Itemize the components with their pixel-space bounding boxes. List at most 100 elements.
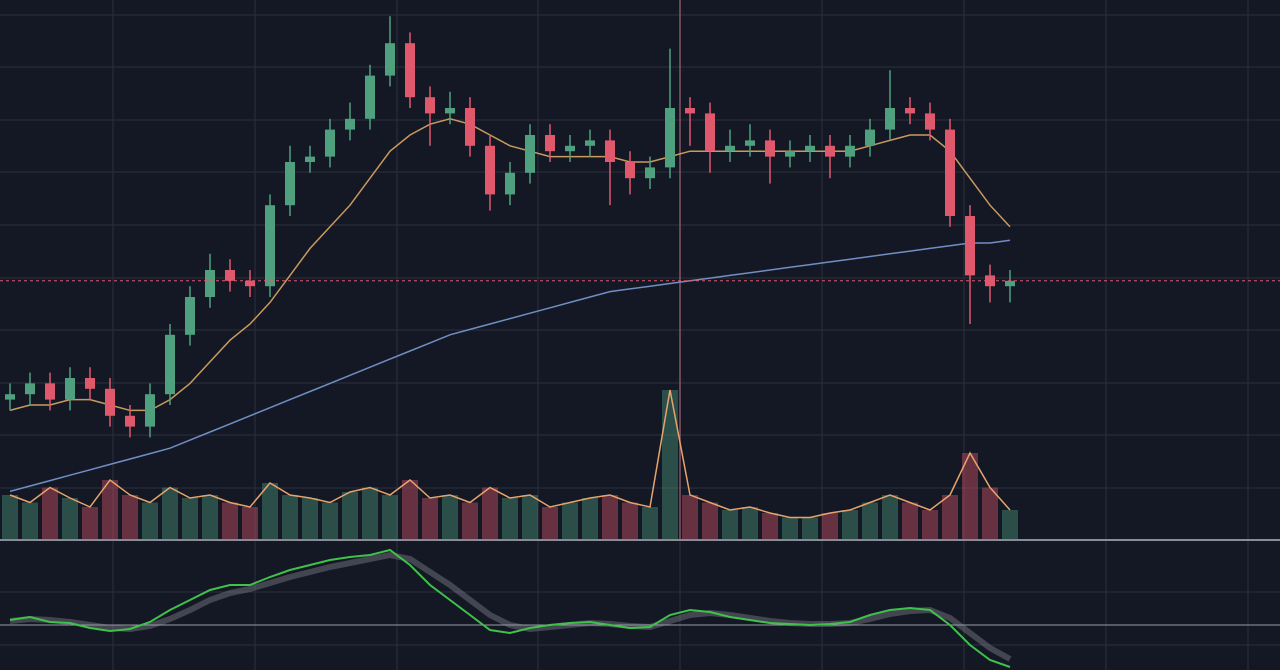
volume-bar [822, 513, 838, 540]
candle-body [925, 113, 935, 130]
candle-body [565, 145, 575, 152]
volume-bar [82, 507, 98, 540]
moving-average [9, 118, 1011, 412]
candle-body [285, 162, 295, 206]
volume-bar [682, 495, 698, 540]
volume-bar [402, 480, 418, 540]
volume-bar [482, 487, 498, 540]
volume-bar [122, 495, 138, 540]
volume-bar [302, 498, 318, 540]
volume-bar [562, 502, 578, 540]
candle-body [205, 270, 215, 297]
candle-body [245, 280, 255, 287]
candle-body [405, 43, 415, 98]
volume-bar [222, 502, 238, 540]
volume-bar [662, 390, 678, 540]
volume-bar [902, 502, 918, 540]
volume-bar [502, 498, 518, 540]
candle-body [45, 383, 55, 400]
volume-bar [422, 498, 438, 540]
volume-bar [282, 495, 298, 540]
candle-body [345, 118, 355, 130]
candle-body [945, 129, 955, 216]
volume-bar [982, 487, 998, 540]
candle-body [785, 151, 795, 157]
candle-body [645, 167, 655, 179]
candle-body [665, 108, 675, 168]
volume-bar [202, 495, 218, 540]
volume-bar [882, 495, 898, 540]
candle-body [525, 135, 535, 173]
candle-body [185, 297, 195, 335]
volume-bar [22, 502, 38, 540]
candle-body [765, 140, 775, 157]
candle-body [485, 145, 495, 195]
volume-bar [522, 495, 538, 540]
candle-body [325, 129, 335, 157]
candle-body [85, 378, 95, 389]
volume-bar [42, 487, 58, 540]
volume-bar [362, 487, 378, 540]
volume-bar [742, 507, 758, 540]
candle-body [105, 388, 115, 416]
candle-body [385, 43, 395, 76]
volume-bar [462, 502, 478, 540]
volume-bar [382, 495, 398, 540]
candle-body [745, 140, 755, 146]
candle-body [965, 216, 975, 276]
candle-body [465, 108, 475, 146]
volume-bar [922, 510, 938, 540]
candle-body [725, 145, 735, 152]
volume-bar [2, 495, 18, 540]
candle-body [905, 108, 915, 114]
candle-body [145, 394, 155, 427]
candle-body [365, 75, 375, 119]
volume-bar [782, 517, 798, 540]
volume-bar [722, 510, 738, 540]
candle-body [305, 156, 315, 162]
volume-line [9, 389, 1011, 519]
macd-line [9, 548, 1011, 668]
candle-body [125, 415, 135, 427]
volume-bar [802, 517, 818, 540]
volume-bar [262, 483, 278, 540]
candle-body [165, 334, 175, 395]
volume-bar [1002, 510, 1018, 540]
volume-bar [582, 498, 598, 540]
volume-bar [162, 487, 178, 540]
volume-bar [542, 507, 558, 540]
candle-body [885, 108, 895, 130]
candle-body [425, 97, 435, 114]
candle-body [25, 383, 35, 395]
candle-body [225, 270, 235, 281]
moving-average [9, 239, 1011, 493]
candle-body [705, 113, 715, 152]
volume-bar [622, 502, 638, 540]
candle-body [805, 145, 815, 152]
volume-bar [142, 502, 158, 540]
volume-bar [762, 513, 778, 540]
volume-bar [642, 507, 658, 540]
candle-body [825, 145, 835, 157]
volume-bar [842, 510, 858, 540]
candle-body [625, 162, 635, 179]
candle-body [65, 378, 75, 400]
volume-bar [602, 495, 618, 540]
candle-body [265, 205, 275, 287]
candle-body [605, 140, 615, 162]
volume-bar [102, 480, 118, 540]
candle-body [5, 394, 15, 400]
candle-body [585, 140, 595, 146]
volume-bar [62, 498, 78, 540]
candle-body [505, 172, 515, 195]
volume-bar [182, 498, 198, 540]
candle-body [445, 108, 455, 114]
volume-bar [242, 507, 258, 540]
volume-bar [862, 502, 878, 540]
candle-body [1005, 280, 1015, 287]
candle-body [685, 108, 695, 114]
volume-bar [322, 502, 338, 540]
volume-bar [942, 495, 958, 540]
